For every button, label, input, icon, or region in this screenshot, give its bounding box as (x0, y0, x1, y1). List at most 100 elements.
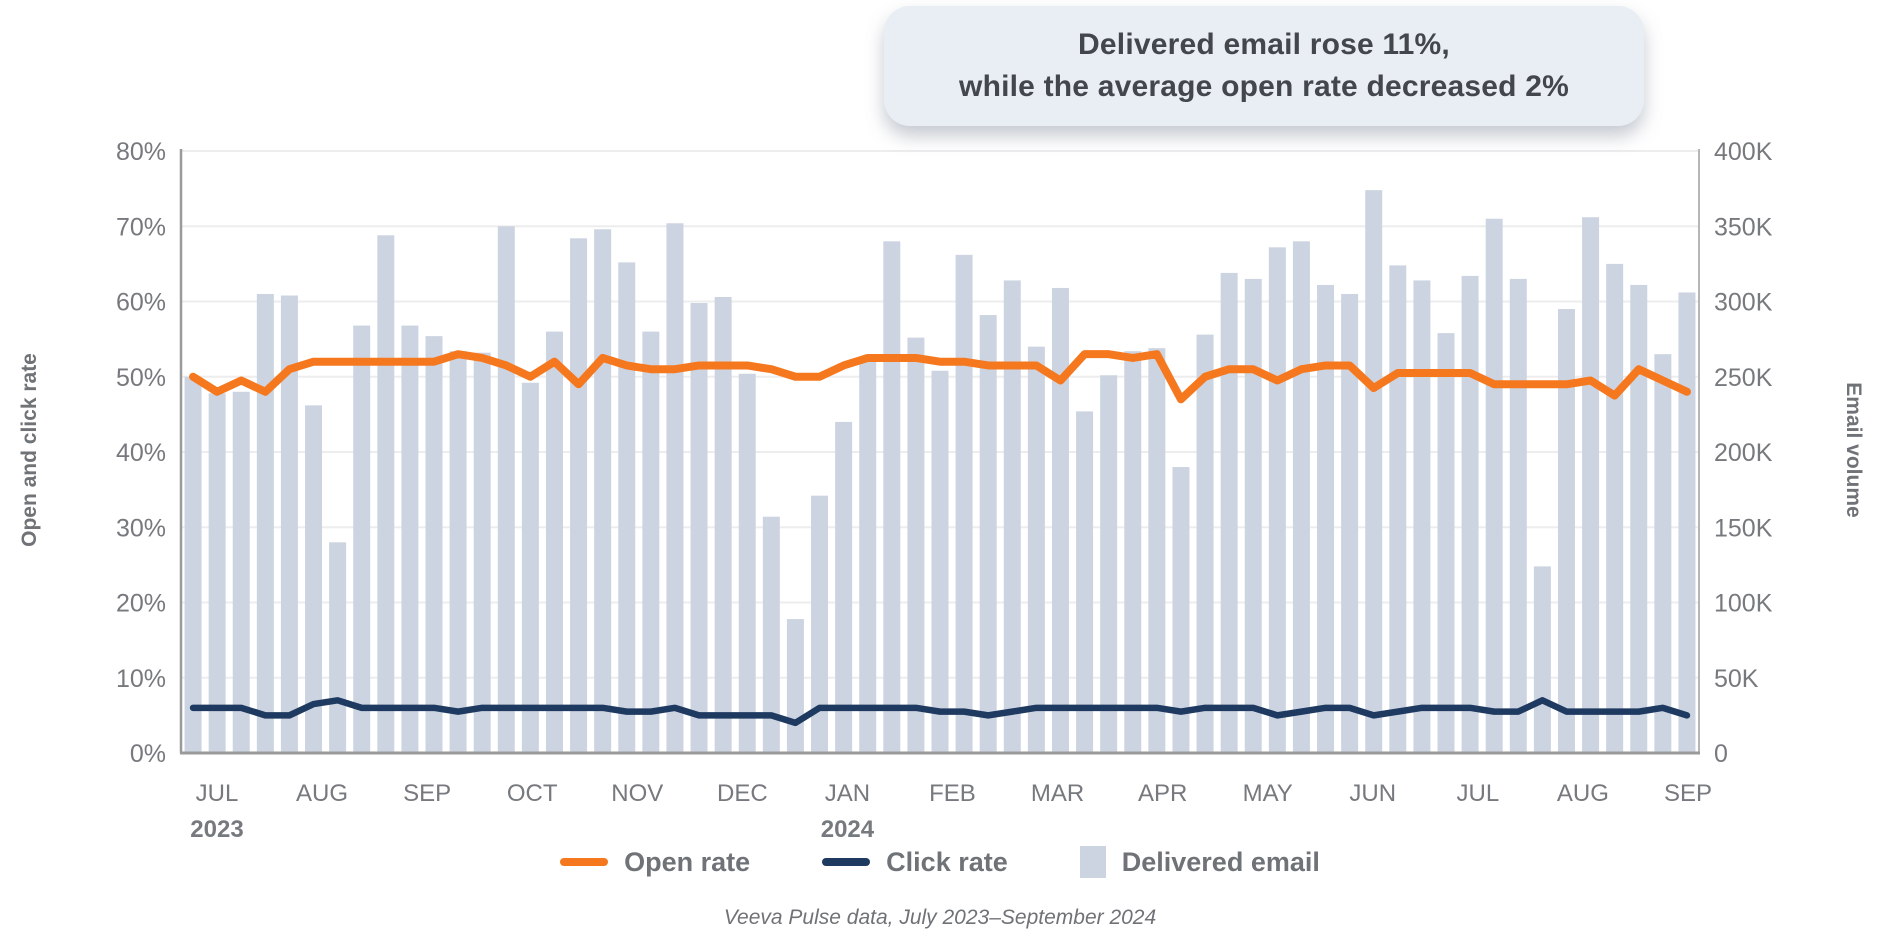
bar-week-6 (305, 405, 323, 753)
click-rate-swatch-icon (822, 858, 871, 866)
legend: Open rate Click rate Delivered email (0, 846, 1880, 878)
bar-week-27 (811, 495, 829, 753)
left-tick-label: 70% (116, 213, 166, 241)
right-tick-label: 350K (1714, 213, 1773, 241)
year-label-2023: 2023 (190, 816, 243, 843)
bar-week-23 (714, 296, 732, 753)
bar-week-52 (1413, 280, 1431, 753)
month-label-jun-11: JUN (1349, 780, 1396, 807)
right-tick-label: 300K (1714, 289, 1773, 317)
bar-week-26 (786, 619, 804, 753)
right-tick-label: 250K (1714, 364, 1773, 392)
left-tick-label: 10% (116, 665, 166, 693)
bar-week-21 (666, 223, 684, 754)
bar-week-13 (473, 352, 491, 753)
x-axis-labels: JUL 2023 AUG SEP OCT NOV DEC JAN 2024 FEB MAR APR MA… (190, 780, 1712, 843)
bar-week-61 (1630, 284, 1648, 753)
left-tick-label: 40% (116, 439, 166, 467)
bar-week-59 (1582, 217, 1600, 754)
bar-week-50 (1365, 190, 1383, 753)
bar-week-35 (1003, 280, 1021, 753)
bar-week-37 (1051, 287, 1069, 753)
legend-label-delivered-email: Delivered email (1121, 846, 1320, 877)
open-rate-swatch-icon (560, 858, 609, 866)
month-label-aug-13: AUG (1557, 780, 1609, 807)
axes (179, 149, 1700, 755)
bar-week-32 (931, 370, 949, 753)
legend-item-delivered-email: Delivered email (1079, 846, 1320, 878)
left-tick-label: 30% (116, 514, 166, 542)
bar-week-4 (256, 293, 274, 753)
month-label-apr-9: APR (1138, 780, 1187, 807)
bar-week-18 (594, 229, 612, 753)
annotation-callout: Delivered email rose 11%, while the aver… (884, 6, 1644, 126)
right-tick-label: 0 (1714, 740, 1728, 768)
bar-week-24 (738, 373, 756, 753)
bar-week-11 (425, 336, 443, 753)
bar-week-46 (1268, 247, 1286, 753)
month-label-dec-5: DEC (717, 780, 768, 807)
bar-week-12 (449, 351, 467, 753)
bar-week-16 (545, 331, 563, 753)
click-rate-line (189, 697, 1691, 727)
delivered-email-bars (184, 190, 1696, 754)
annotation-line-2: while the average open rate decreased 2% (959, 70, 1569, 103)
bar-week-3 (232, 391, 250, 753)
bar-week-22 (690, 303, 708, 753)
bar-week-60 (1606, 263, 1624, 753)
month-label-jul-0: JUL (196, 780, 239, 807)
bar-week-62 (1654, 354, 1672, 753)
delivered-email-swatch-icon (1079, 846, 1106, 878)
bar-week-54 (1461, 275, 1479, 753)
bar-week-63 (1678, 292, 1696, 753)
bar-week-47 (1292, 241, 1310, 754)
bar-week-42 (1172, 467, 1190, 753)
bar-week-1 (184, 376, 202, 753)
bar-week-17 (570, 238, 588, 754)
left-tick-label: 50% (116, 364, 166, 392)
month-label-sep-2: SEP (403, 780, 451, 807)
left-axis-title: Open and click rate (18, 353, 41, 547)
legend-label-open-rate: Open rate (624, 846, 751, 877)
bar-week-43 (1196, 334, 1214, 753)
annotation-line-1: Delivered email rose 11%, (1078, 28, 1450, 61)
bar-week-20 (642, 331, 660, 753)
bar-week-40 (1124, 351, 1142, 753)
month-label-jan-6: JAN (825, 780, 870, 807)
legend-label-click-rate: Click rate (886, 846, 1008, 877)
right-tick-label: 200K (1714, 439, 1773, 467)
bar-week-51 (1389, 265, 1407, 753)
bar-week-36 (1027, 346, 1045, 753)
bar-week-7 (329, 542, 347, 753)
bar-week-57 (1533, 566, 1551, 753)
bar-week-5 (280, 295, 298, 753)
bar-week-44 (1220, 272, 1238, 753)
bar-week-56 (1509, 278, 1527, 753)
left-tick-label: 80% (116, 138, 166, 166)
bar-week-33 (955, 254, 973, 753)
left-axis-ticks: 0% 10% 20% 30% 40% 50% 60% 70% 80% (116, 138, 166, 768)
bar-week-25 (762, 516, 780, 753)
bar-week-8 (353, 325, 371, 753)
left-tick-label: 60% (116, 289, 166, 317)
bar-week-29 (859, 358, 877, 753)
month-label-feb-7: FEB (929, 780, 976, 807)
bar-week-58 (1557, 309, 1575, 753)
open-rate-line (189, 350, 1691, 404)
year-label-2024: 2024 (821, 816, 875, 843)
bar-week-41 (1148, 348, 1166, 753)
bar-week-48 (1317, 284, 1335, 753)
bar-week-53 (1437, 333, 1455, 753)
left-tick-label: 20% (116, 590, 166, 618)
bar-week-39 (1100, 375, 1118, 753)
bar-week-55 (1485, 218, 1503, 754)
month-label-oct-3: OCT (507, 780, 558, 807)
month-label-jul-12: JUL (1456, 780, 1499, 807)
right-tick-label: 400K (1714, 138, 1773, 166)
bar-week-2 (208, 393, 226, 753)
left-tick-label: 0% (130, 740, 166, 768)
legend-item-click-rate: Click rate (822, 847, 1008, 878)
bar-week-49 (1341, 293, 1359, 753)
